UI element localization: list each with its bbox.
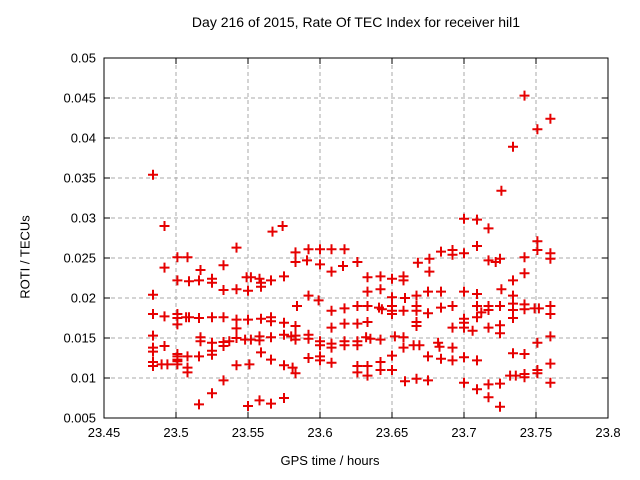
y-tick-label: 0.05 [71,51,96,66]
plot-frame [103,57,609,419]
x-tick-label: 23.45 [88,425,121,440]
x-axis-title: GPS time / hours [280,453,380,468]
x-tick-label: 23.75 [520,425,553,440]
x-tick-label: 23.7 [451,425,476,440]
x-tick-label: 23.6 [307,425,332,440]
y-tick-label: 0.035 [63,171,96,186]
y-tick-label: 0.005 [63,411,96,426]
x-tick-label: 23.55 [232,425,265,440]
scatter-points [148,90,556,412]
x-tick-label: 23.65 [376,425,409,440]
x-tick-label: 23.8 [595,425,620,440]
y-tick-label: 0.025 [63,251,96,266]
y-tick-label: 0.02 [71,291,96,306]
y-tick-label: 0.015 [63,331,96,346]
y-tick-label: 0.03 [71,211,96,226]
y-tick-label: 0.01 [71,371,96,386]
chart-title: Day 216 of 2015, Rate Of TEC Index for r… [191,14,521,30]
y-tick-label: 0.045 [63,91,96,106]
x-tick-label: 23.5 [163,425,188,440]
y-tick-label: 0.04 [71,131,96,146]
